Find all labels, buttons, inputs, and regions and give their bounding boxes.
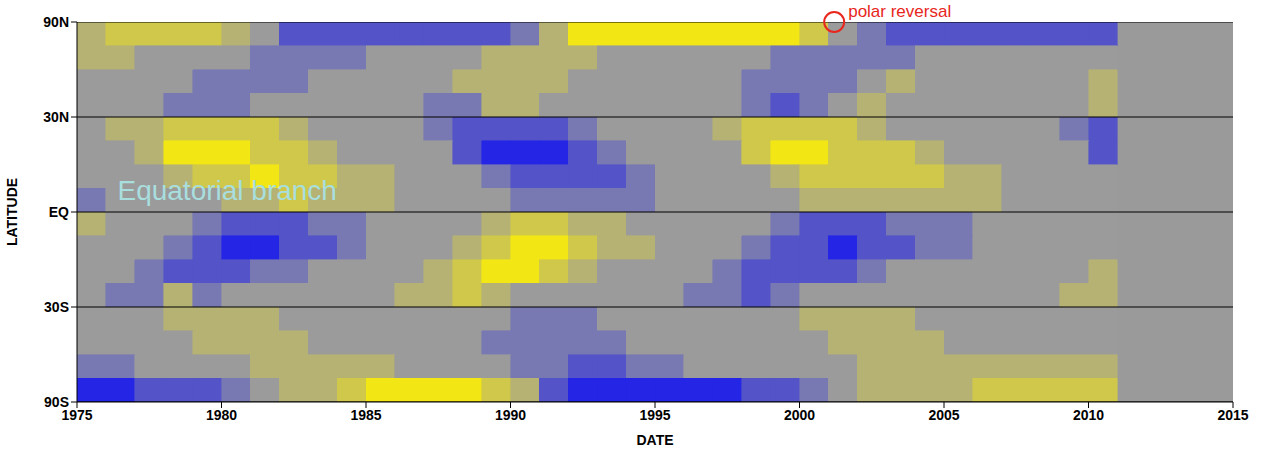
svg-text:DATE: DATE: [636, 432, 673, 448]
svg-text:2010: 2010: [1073, 407, 1104, 423]
svg-text:30N: 30N: [43, 109, 69, 125]
svg-text:1975: 1975: [61, 406, 93, 423]
svg-text:2015: 2015: [1217, 407, 1248, 423]
svg-text:1990: 1990: [495, 407, 526, 423]
svg-text:1985: 1985: [350, 407, 381, 423]
svg-text:EQ: EQ: [49, 204, 69, 220]
svg-text:2000: 2000: [784, 407, 815, 423]
svg-text:LATITUDE: LATITUDE: [4, 178, 20, 246]
svg-text:90S: 90S: [44, 394, 69, 410]
svg-text:1995: 1995: [639, 407, 670, 423]
svg-text:30S: 30S: [44, 299, 69, 315]
svg-text:90N: 90N: [43, 14, 69, 30]
svg-text:polar reversal: polar reversal: [848, 2, 951, 21]
svg-text:2005: 2005: [928, 407, 959, 423]
svg-text:Equatorial branch: Equatorial branch: [117, 175, 336, 206]
svg-text:1980: 1980: [206, 407, 237, 423]
